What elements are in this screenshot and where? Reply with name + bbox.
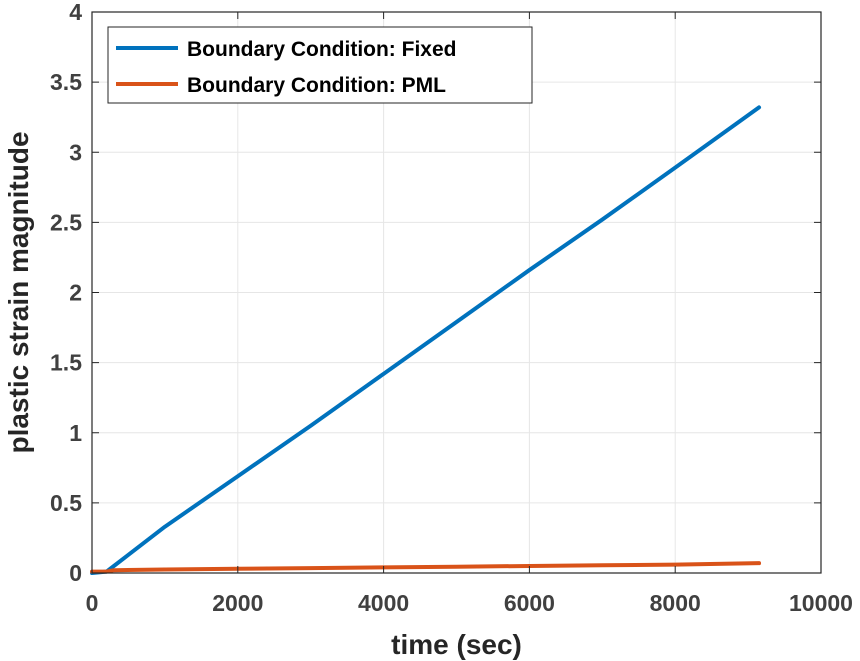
y-tick-label: 4 xyxy=(69,0,82,25)
legend-label-pml: Boundary Condition: PML xyxy=(187,74,446,97)
y-tick-labels: 0 0.5 1 1.5 2 2.5 3 3.5 4 xyxy=(50,0,82,586)
x-tick-labels: 0 2000 4000 6000 8000 10000 xyxy=(86,590,853,616)
y-tick-label: 3.5 xyxy=(50,69,82,95)
x-tick-label: 8000 xyxy=(650,590,701,616)
y-tick-label: 1.5 xyxy=(50,350,82,376)
series-layer xyxy=(90,105,762,575)
y-tick-label: 0.5 xyxy=(50,490,82,516)
y-tick-label: 0 xyxy=(69,560,82,586)
y-tick-label: 2 xyxy=(69,280,82,306)
legend-label-fixed: Boundary Condition: Fixed xyxy=(187,38,456,61)
x-axis-label: time (sec) xyxy=(391,629,522,660)
legend-box xyxy=(107,26,533,104)
y-tick-label: 1 xyxy=(69,420,82,446)
y-tick-label: 2.5 xyxy=(50,209,82,235)
x-tick-label: 10000 xyxy=(789,590,853,616)
y-axis-label: plastic strain magnitude xyxy=(3,131,34,453)
axis-ticks xyxy=(91,11,822,574)
x-tick-label: 0 xyxy=(86,590,99,616)
series-line-fixed xyxy=(90,105,762,575)
y-tick-label: 3 xyxy=(69,139,82,165)
x-tick-label: 2000 xyxy=(212,590,263,616)
legend: Boundary Condition: Fixed Boundary Condi… xyxy=(107,26,533,104)
series-line-pml xyxy=(90,561,762,574)
x-tick-label: 6000 xyxy=(504,590,555,616)
x-tick-label: 4000 xyxy=(358,590,409,616)
